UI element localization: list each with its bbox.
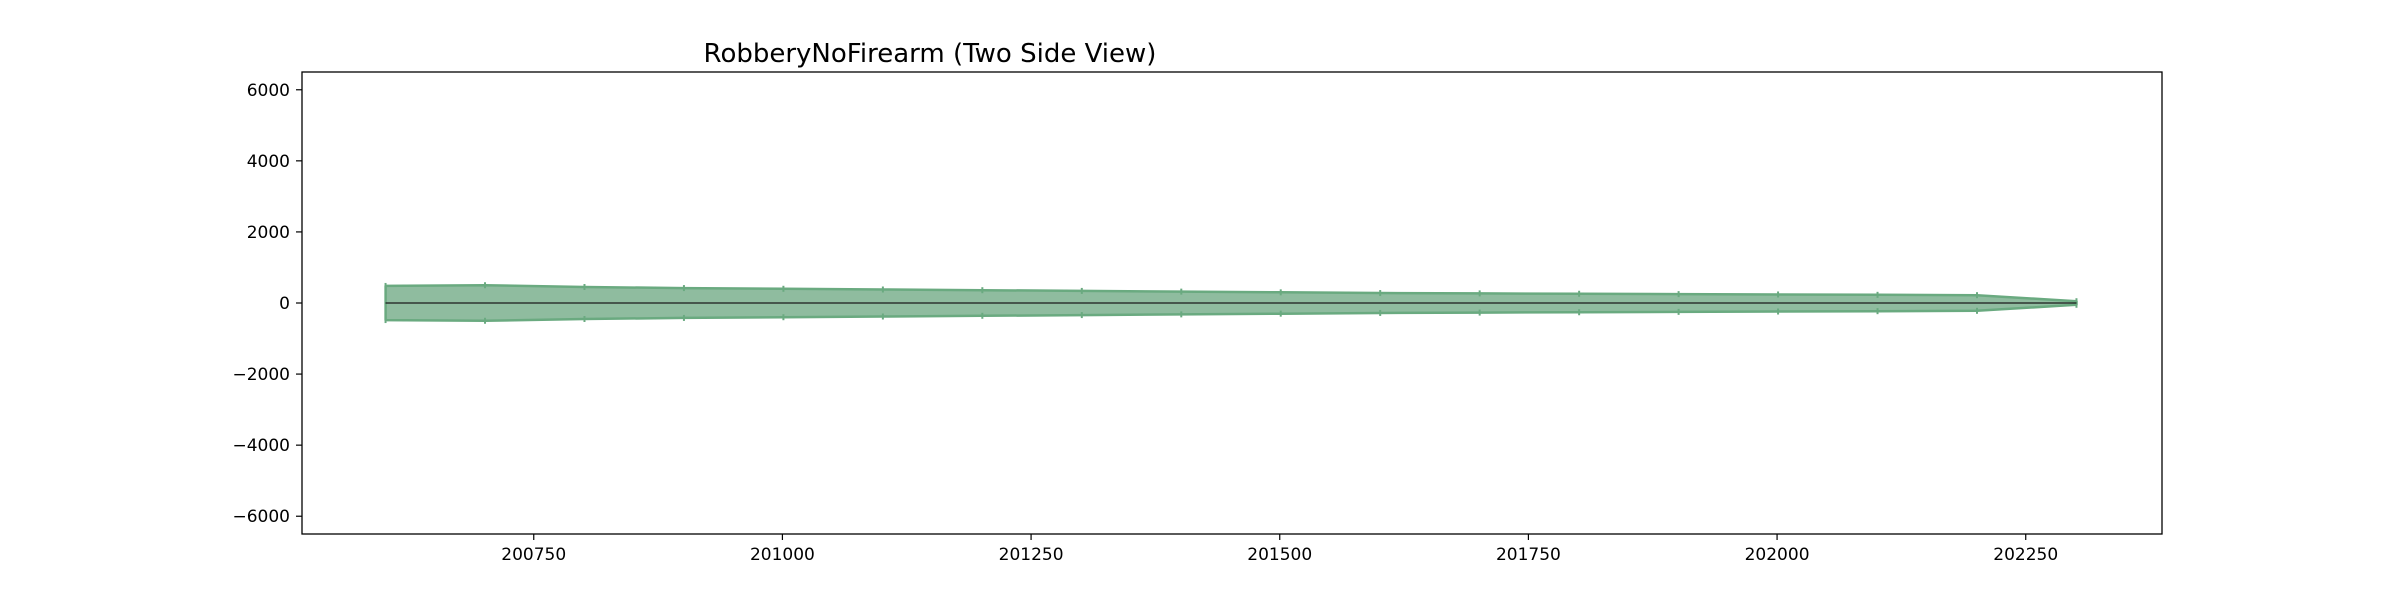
plot-area — [384, 282, 2078, 324]
y-tick-label: 0 — [279, 294, 290, 314]
y-tick-label: 2000 — [247, 223, 290, 243]
x-tick-label: 201500 — [1247, 545, 1312, 565]
chart-title: RobberyNoFirearm (Two Side View) — [704, 39, 1157, 69]
x-tick-label: 202000 — [1745, 545, 1810, 565]
x-tick-label: 201750 — [1496, 545, 1561, 565]
x-tick-label: 202250 — [1993, 545, 2058, 565]
y-tick-label: 4000 — [247, 152, 290, 172]
y-tick-label: −4000 — [232, 436, 290, 456]
x-tick-label: 201000 — [750, 545, 815, 565]
y-tick-label: 6000 — [247, 81, 290, 101]
y-tick-label: −2000 — [232, 365, 290, 385]
y-tick-label: −6000 — [232, 507, 290, 527]
axes: 200750 201000 201250 201500 201750 202000 2022… — [232, 71, 2163, 565]
x-tick-label: 200750 — [501, 545, 566, 565]
x-tick-label: 201250 — [999, 545, 1064, 565]
